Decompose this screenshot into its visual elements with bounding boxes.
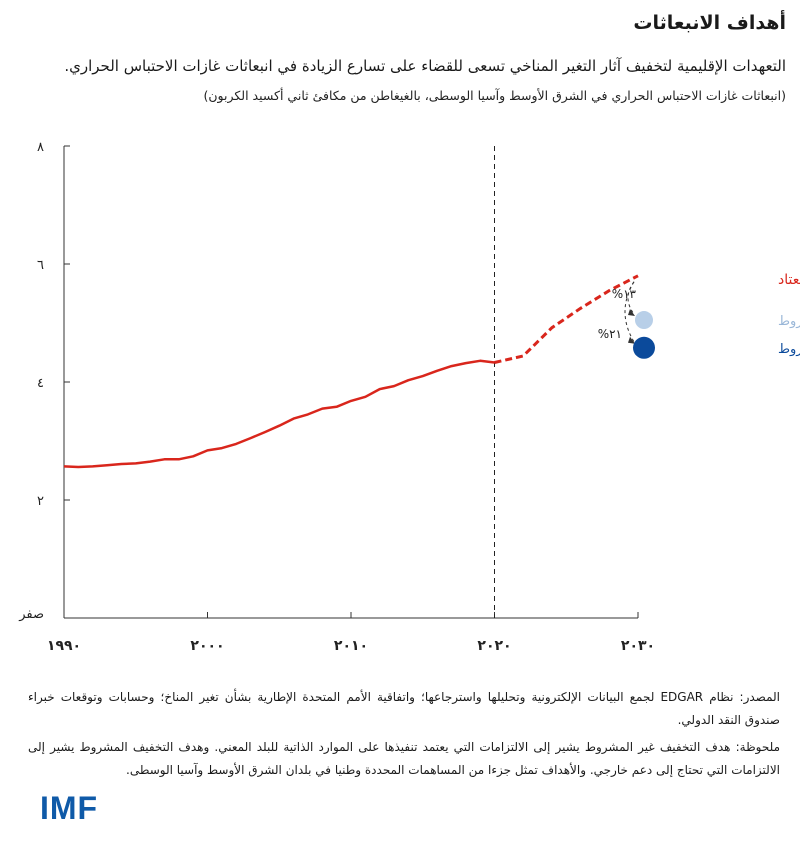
x-tick-label: ١٩٩٠ — [47, 638, 81, 654]
source-note: المصدر: نظام EDGAR لجمع البيانات الإلكتر… — [28, 690, 780, 727]
reduction-label: %١٣ — [612, 287, 637, 301]
reduction-label: %٢١ — [598, 327, 622, 341]
target-label: هدف التخفيف غير المشروط — [778, 314, 800, 329]
arrowhead-icon — [628, 336, 635, 344]
target-marker — [633, 336, 655, 359]
x-tick-label: ٢٠١٠ — [334, 638, 368, 654]
y-tick-label: ٨ — [37, 140, 44, 155]
reduction-arrow — [627, 281, 635, 315]
x-tick-label: ٢٠٢٠ — [477, 638, 511, 654]
y-tick-label: صفر — [18, 607, 44, 622]
bau-scenario-label: سيناريو المسار المعتاد — [778, 272, 800, 288]
bau-projection-line — [494, 274, 639, 364]
x-tick-label: ٢٠٣٠ — [621, 638, 655, 654]
y-tick-label: ٦ — [37, 258, 44, 273]
target-marker — [635, 311, 653, 330]
arrowhead-icon — [628, 309, 635, 317]
chart-units: (انبعاثات غازات الاحتباس الحراري في الشر… — [203, 88, 787, 103]
y-tick-label: ٤ — [37, 376, 44, 391]
emissions-chart: صفر ٢ ٤ ٦ ٨ ١٩٩٠ ٢٠٠٠ ٢٠١٠ ٢٠٢٠ ٢٠٣٠ سيناريو المسا… — [18, 140, 800, 654]
chart-notes: المصدر: نظام EDGAR لجمع البيانات الإلكتر… — [28, 686, 780, 786]
target-label: هدف التخفيف المشروط — [778, 342, 800, 357]
x-tick-label: ٢٠٠٠ — [190, 638, 224, 654]
page-title: أهداف الانبعاثات — [633, 12, 786, 34]
historical-emissions-line — [63, 359, 495, 469]
chart-subtitle: التعهدات الإقليمية لتخفيف آثار التغير ال… — [64, 57, 786, 75]
y-tick-label: ٢ — [37, 494, 44, 509]
explanatory-note: ملحوظة: هدف التخفيف غير المشروط يشير إلى… — [28, 740, 780, 777]
reduction-arrow — [624, 281, 635, 343]
imf-logo: IMF — [40, 790, 99, 826]
